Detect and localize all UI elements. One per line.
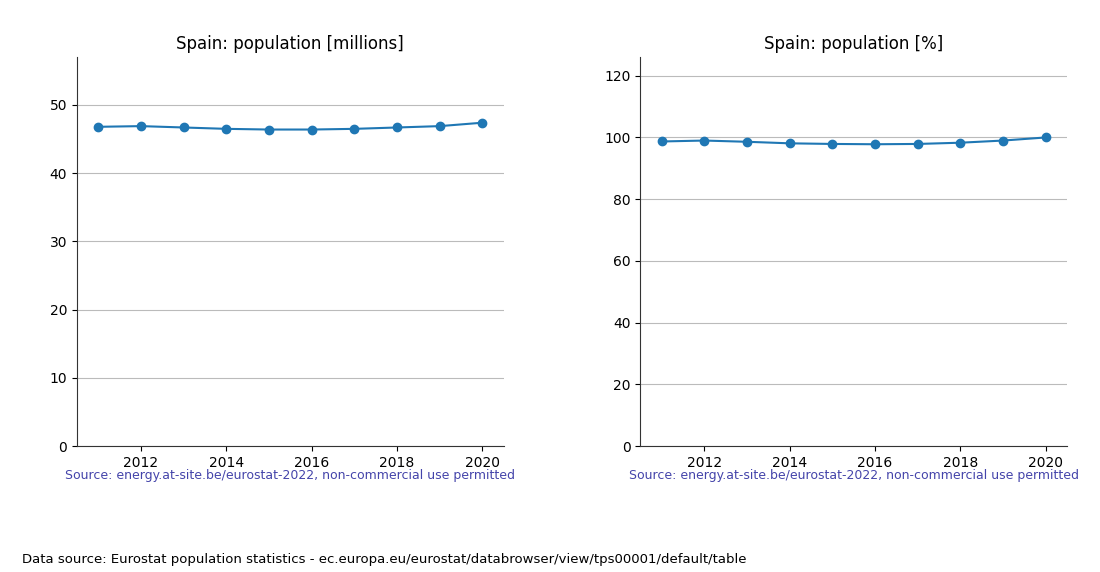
Title: Spain: population [%]: Spain: population [%] — [764, 35, 944, 53]
Text: Data source: Eurostat population statistics - ec.europa.eu/eurostat/databrowser/: Data source: Eurostat population statist… — [22, 553, 747, 566]
Text: Source: energy.at-site.be/eurostat-2022, non-commercial use permitted: Source: energy.at-site.be/eurostat-2022,… — [65, 469, 516, 482]
Text: Source: energy.at-site.be/eurostat-2022, non-commercial use permitted: Source: energy.at-site.be/eurostat-2022,… — [628, 469, 1079, 482]
Title: Spain: population [millions]: Spain: population [millions] — [176, 35, 404, 53]
